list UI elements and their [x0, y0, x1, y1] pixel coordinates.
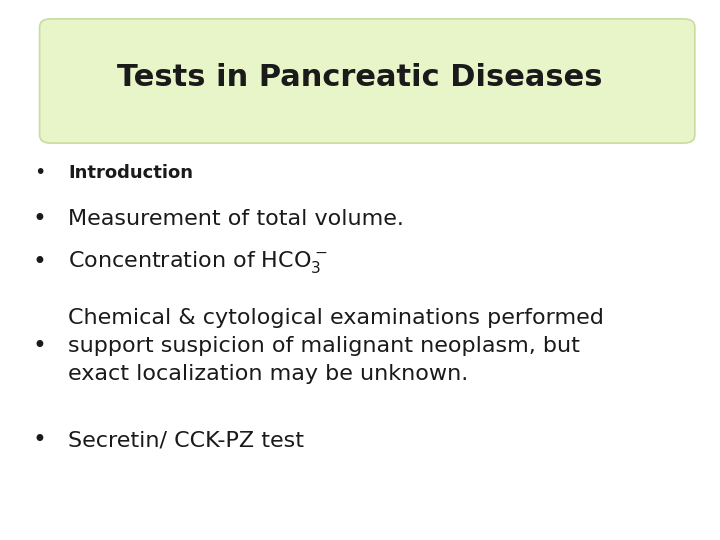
Text: Secretin/ CCK-PZ test: Secretin/ CCK-PZ test: [68, 430, 305, 450]
Text: •: •: [32, 250, 47, 274]
Text: •: •: [32, 207, 47, 231]
Text: •: •: [32, 428, 47, 452]
Text: Chemical & cytological examinations performed
support suspicion of malignant neo: Chemical & cytological examinations perf…: [68, 308, 604, 383]
Text: Tests in Pancreatic Diseases: Tests in Pancreatic Diseases: [117, 63, 603, 92]
Text: •: •: [32, 334, 47, 357]
Text: Introduction: Introduction: [68, 164, 194, 182]
FancyBboxPatch shape: [40, 19, 695, 143]
Text: Measurement of total volume.: Measurement of total volume.: [68, 208, 404, 229]
Text: •: •: [34, 163, 45, 183]
Text: Concentration of HCO$_3^-$: Concentration of HCO$_3^-$: [68, 249, 328, 275]
